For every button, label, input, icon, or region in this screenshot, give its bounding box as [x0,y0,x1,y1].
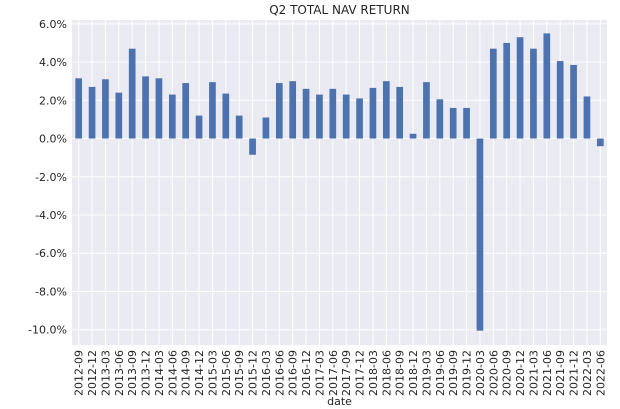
y-tick-label: -2.0% [35,171,67,184]
gridlines [72,20,607,345]
plot-area [72,20,607,345]
x-tick-label: 2013-06 [113,350,126,396]
bar-2021-12 [570,64,577,139]
x-tick-label: 2019-03 [420,350,433,396]
y-tick-label: 4.0% [39,56,67,69]
x-tick-label: 2015-09 [233,350,246,396]
bar-2016-06 [275,83,283,139]
bar-2019-06 [436,99,444,139]
x-tick-label: 2019-09 [447,350,460,396]
x-tick-label: 2021-03 [527,350,540,396]
x-tick-label: 2016-03 [260,350,273,396]
x-tick-label: 2019-12 [461,350,474,396]
bar-2012-12 [88,86,96,139]
y-tick-label: -4.0% [35,209,67,222]
y-tick-label: -10.0% [28,324,67,337]
bar-2020-12 [516,37,524,139]
x-tick-label: 2013-12 [140,350,153,396]
x-axis-tick-labels: 2012-09 2012-12 2013-03 2013-06 2013-09 2013-… [73,350,608,396]
x-tick-label: 2020-09 [501,350,514,396]
x-tick-label: 2017-12 [354,350,367,396]
x-tick-label: 2018-03 [367,350,380,396]
x-tick-label: 2015-12 [247,350,260,396]
bar-2016-03 [262,117,270,139]
y-axis-tick-labels: 6.0% 4.0% 2.0% 0.0% -2.0% -4.0% -6.0% -8.0% -10.… [28,18,67,337]
bar-2015-12 [249,138,256,155]
x-tick-label: 2020-12 [514,350,527,396]
y-tick-label: -8.0% [35,285,67,298]
bar-2014-03 [155,78,163,139]
bar-2022-06 [596,138,604,147]
x-tick-label: 2022-06 [594,350,607,396]
bar-2015-03 [209,82,216,139]
chart-title: Q2 TOTAL NAV RETURN [269,3,410,17]
bar-2021-09 [556,61,564,139]
bar-2022-03 [583,96,591,139]
x-tick-label: 2020-03 [474,350,487,396]
y-tick-label: 6.0% [39,18,67,31]
x-tick-label: 2014-12 [193,350,206,396]
bar-2018-06 [382,81,390,139]
x-tick-label: 2013-09 [126,350,139,396]
x-tick-label: 2021-12 [568,350,581,396]
x-tick-label: 2017-06 [327,350,340,396]
y-tick-label: 0.0% [39,133,67,146]
y-tick-label: -6.0% [35,247,67,260]
bar-2013-06 [115,92,123,139]
bar-2017-03 [316,94,323,139]
x-tick-label: 2017-09 [340,350,353,396]
x-tick-label: 2012-09 [73,350,86,396]
bars [75,33,604,331]
x-tick-label: 2014-03 [153,350,166,396]
bar-2019-12 [463,107,470,139]
x-tick-label: 2020-06 [487,350,500,396]
x-tick-label: 2021-09 [554,350,567,396]
x-tick-label: 2018-06 [380,350,393,396]
bar-2019-09 [449,107,457,139]
x-tick-label: 2016-12 [300,350,313,396]
bar-2020-09 [503,42,511,139]
x-tick-label: 2012-12 [86,350,99,396]
bar-2016-12 [302,88,310,139]
bar-2013-12 [142,76,149,139]
x-tick-label: 2014-06 [166,350,179,396]
x-tick-label: 2014-09 [180,350,193,396]
x-tick-label: 2018-09 [394,350,407,396]
bar-2014-06 [168,94,176,139]
bar-2017-12 [356,98,363,139]
y-tick-label: 2.0% [39,94,67,107]
bar-2013-09 [128,48,136,139]
bar-2015-06 [222,93,230,139]
bar-2017-06 [329,88,337,139]
bar-2015-09 [235,115,243,139]
bar-2018-09 [396,86,404,139]
x-tick-label: 2015-06 [220,350,233,396]
x-axis-title: date [327,395,352,408]
bar-2019-03 [423,82,430,139]
x-tick-label: 2018-12 [407,350,420,396]
bar-2020-06 [489,48,497,139]
x-tick-label: 2021-06 [541,350,554,396]
bar-2018-12 [409,133,417,139]
x-tick-label: 2022-03 [581,350,594,396]
x-tick-label: 2016-09 [287,350,300,396]
x-tick-label: 2019-06 [434,350,447,396]
bar-2013-03 [102,79,109,139]
bar-2017-09 [342,94,350,139]
bar-2012-09 [75,78,83,139]
bar-2014-12 [195,115,203,139]
x-tick-label: 2016-06 [273,350,286,396]
bar-2016-09 [289,81,297,139]
bar-2014-09 [182,83,190,139]
x-tick-label: 2013-03 [99,350,112,396]
bar-2018-03 [369,87,377,139]
x-tick-label: 2017-03 [313,350,326,396]
bar-2020-03 [476,138,484,331]
bar-2021-06 [543,33,551,139]
bar-2021-03 [530,48,537,139]
x-tick-label: 2015-03 [206,350,219,396]
